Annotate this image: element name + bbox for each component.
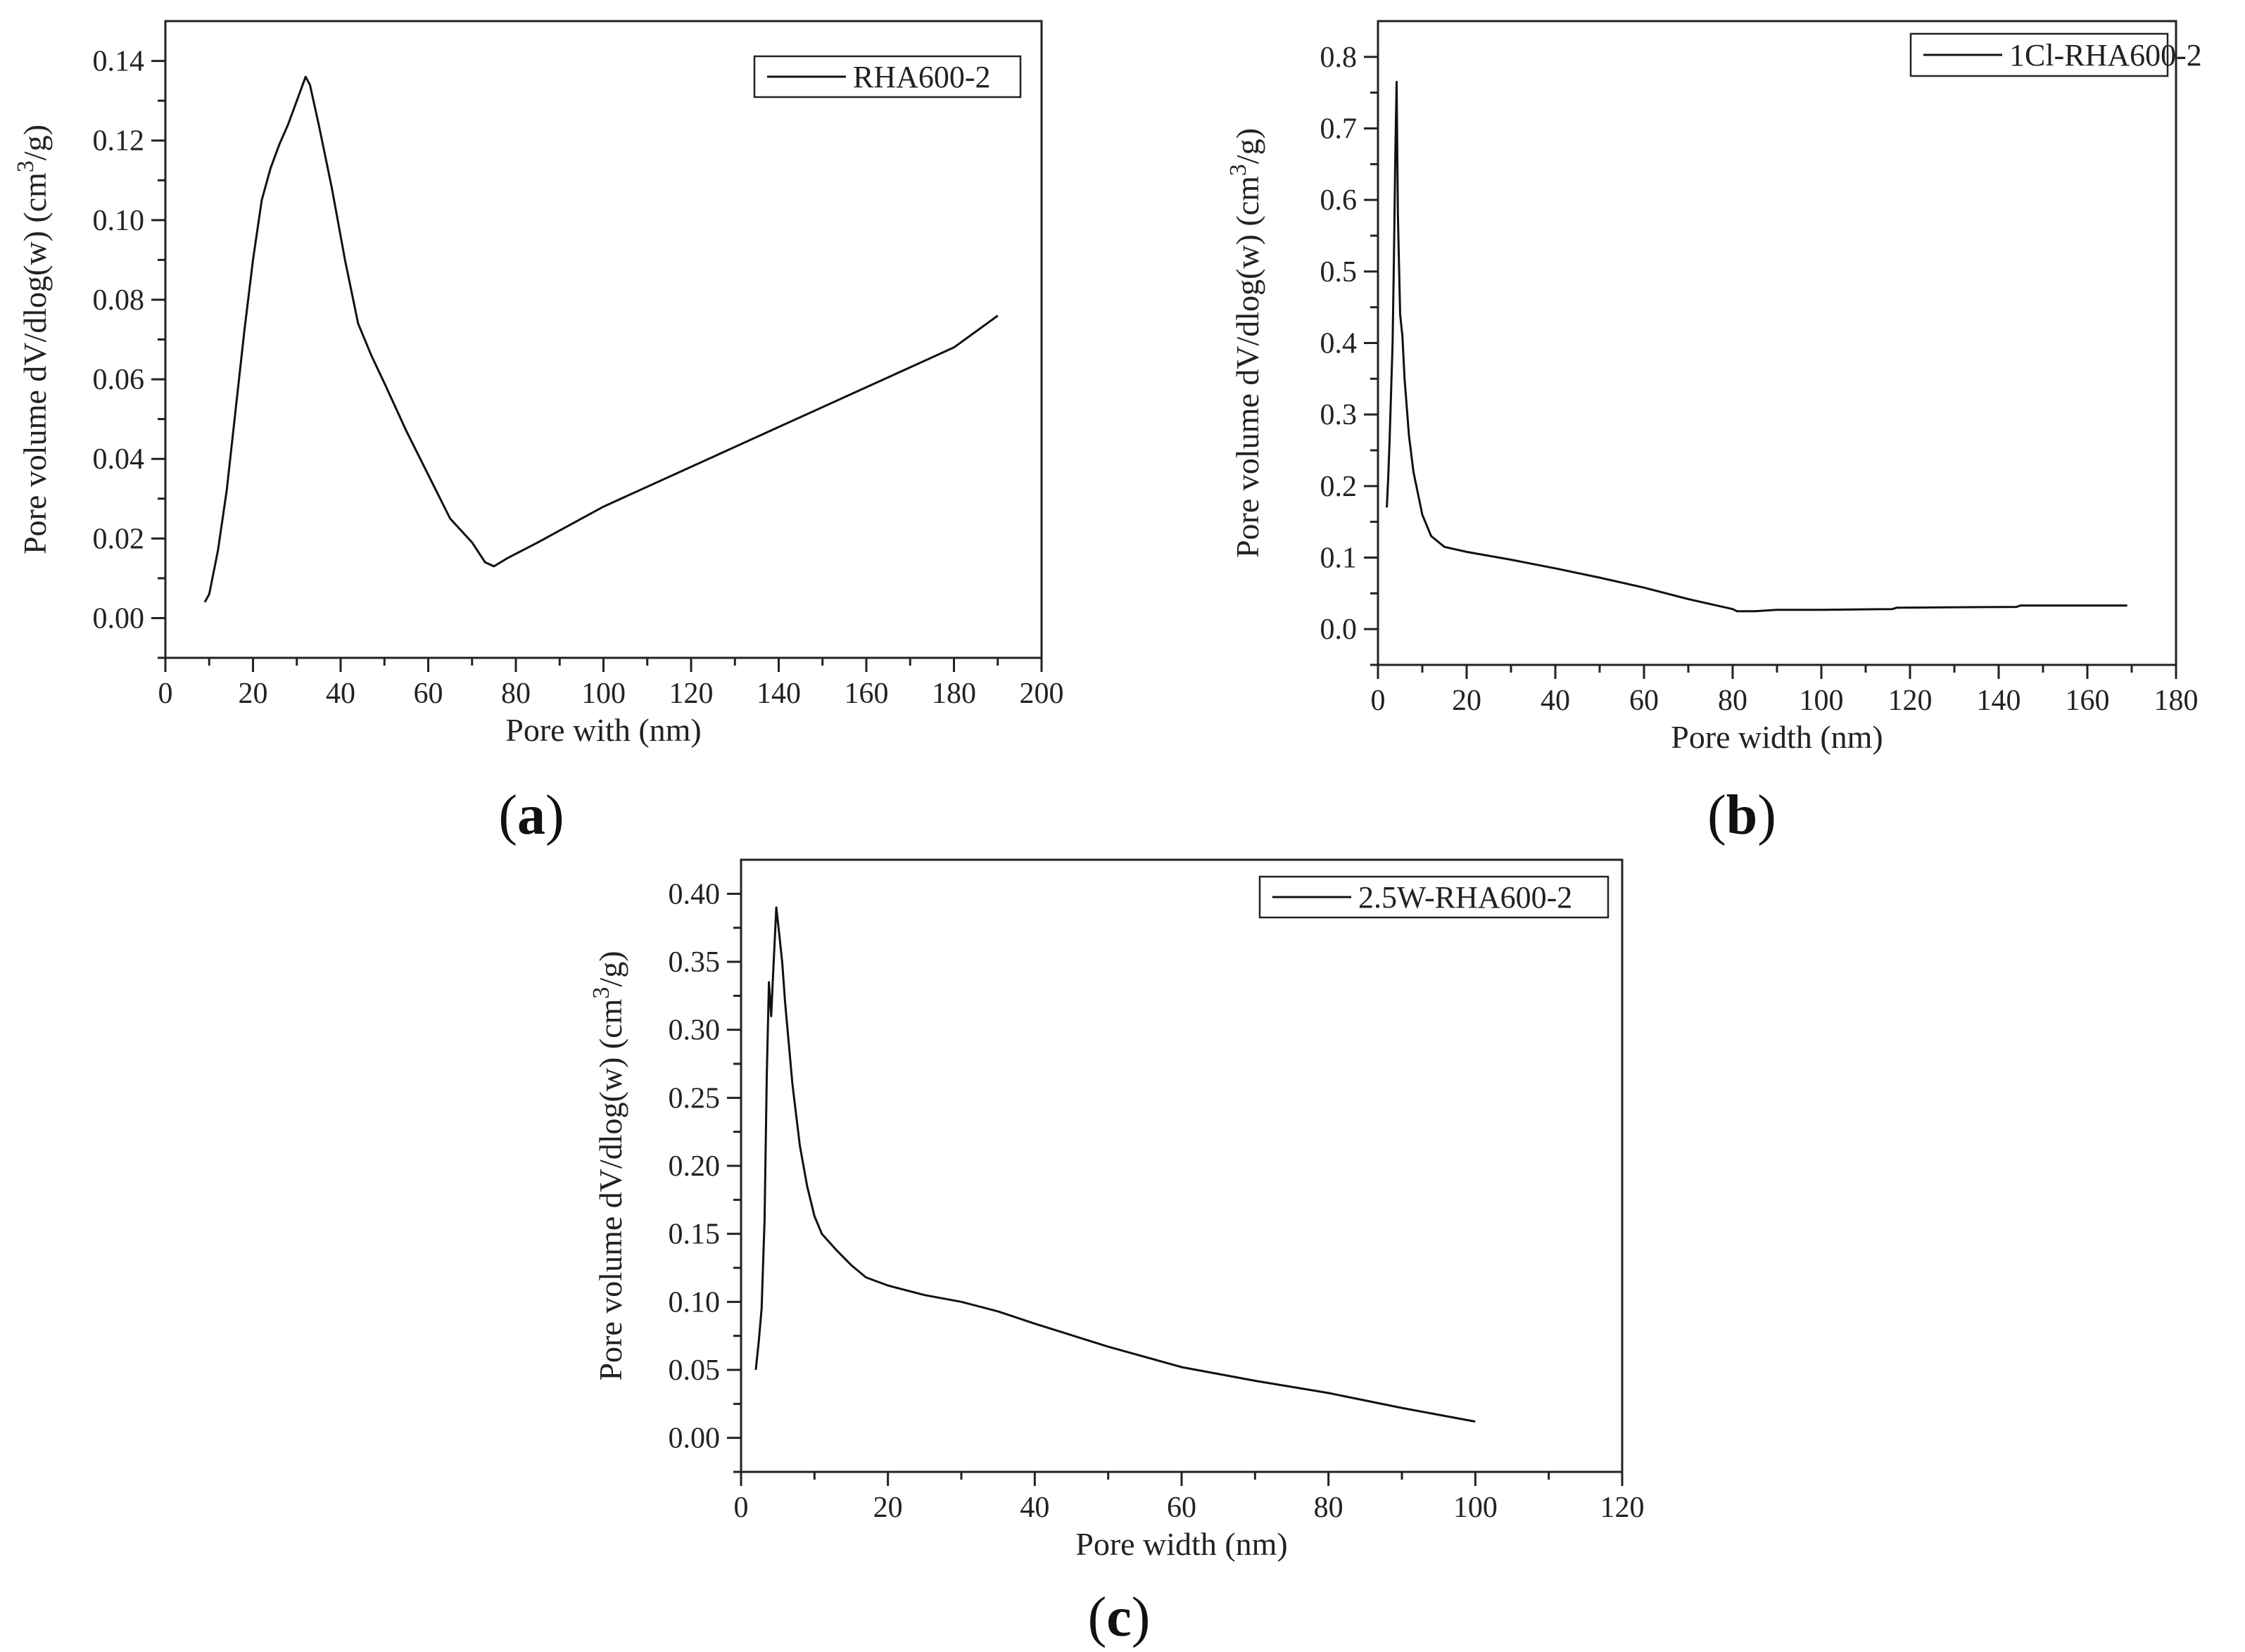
x-tick-label: 160 bbox=[2066, 685, 2110, 717]
x-axis-label: Pore with (nm) bbox=[505, 712, 702, 748]
y-axis-label-main: Pore volume dV/dlog(w) (cm bbox=[1229, 176, 1265, 558]
x-tick-label: 160 bbox=[845, 678, 889, 710]
x-tick-label: 80 bbox=[1718, 685, 1747, 717]
chart-panel-b: 0 20 40 60 80 100 120 140 160 180 0.0 0.1 0.2 0.3 0.4 0… bbox=[1225, 20, 2202, 846]
y-tick-label: 0.1 bbox=[1320, 542, 1358, 575]
series-line bbox=[754, 906, 1476, 1423]
panel-label-letter: b bbox=[1726, 784, 1758, 846]
x-tick-label: 20 bbox=[873, 1492, 903, 1524]
x-axis-label: Pore width (nm) bbox=[1075, 1526, 1288, 1562]
x-tick-label: 140 bbox=[1977, 685, 2021, 717]
x-tick-label: 20 bbox=[1452, 685, 1481, 717]
legend-label: 1Cl-RHA600-2 bbox=[2009, 38, 2202, 72]
x-tick-label: 100 bbox=[581, 678, 626, 710]
x-tick-label: 0 bbox=[158, 678, 173, 710]
chart-panel-c: 0 20 40 60 80 100 120 0.00 0.05 0.10 0.15 0.20 0.25 0… bbox=[588, 858, 1645, 1648]
legend-label: RHA600-2 bbox=[853, 60, 991, 94]
y-tick-label: 0.15 bbox=[669, 1219, 721, 1251]
x-tick-label: 120 bbox=[669, 678, 714, 710]
panel-label-open: ( bbox=[498, 784, 517, 846]
x-tick-label: 200 bbox=[1020, 678, 1064, 710]
y-tick-label: 0.0 bbox=[1320, 614, 1358, 646]
x-tick-label: 80 bbox=[501, 678, 531, 710]
y-tick-label: 0.02 bbox=[93, 523, 145, 555]
y-tick-label: 0.25 bbox=[669, 1082, 721, 1114]
x-axis-label: Pore width (nm) bbox=[1671, 719, 1883, 755]
panel-label: (b) bbox=[1707, 784, 1776, 846]
y-tick-label: 0.7 bbox=[1320, 113, 1358, 146]
legend: RHA600-2 bbox=[753, 55, 1022, 99]
panel-label: (a) bbox=[498, 784, 564, 846]
panel-label-letter: a bbox=[517, 784, 545, 846]
x-tick-label: 40 bbox=[1541, 685, 1570, 717]
y-tick-label: 0.5 bbox=[1320, 256, 1358, 288]
x-tick-label: 0 bbox=[1371, 685, 1386, 717]
y-tick-label: 0.05 bbox=[669, 1354, 721, 1387]
x-tick-label: 60 bbox=[1167, 1492, 1196, 1524]
y-tick-label: 0.40 bbox=[669, 878, 721, 910]
y-axis-label: Pore volume dV/dlog(w) (cm3/g) bbox=[1225, 128, 1265, 558]
y-tick-label: 0.35 bbox=[669, 946, 721, 979]
y-axis-label-tail: /g) bbox=[1229, 128, 1265, 164]
panel-label: (c) bbox=[1088, 1587, 1151, 1648]
y-tick-label: 0.12 bbox=[93, 125, 145, 158]
panel-label-close: ) bbox=[545, 784, 564, 846]
panel-label-open: ( bbox=[1088, 1587, 1107, 1648]
legend: 2.5W-RHA600-2 bbox=[1258, 875, 1610, 919]
y-tick-label: 0.8 bbox=[1320, 42, 1358, 74]
x-tick-label: 20 bbox=[239, 678, 268, 710]
y-tick-label: 0.00 bbox=[93, 602, 145, 635]
plot-frame bbox=[1377, 20, 2177, 666]
legend: 1Cl-RHA600-2 bbox=[1909, 32, 2202, 77]
y-tick-label: 0.06 bbox=[93, 364, 145, 396]
y-tick-label: 0.14 bbox=[93, 46, 145, 78]
x-tick-label: 60 bbox=[1629, 685, 1659, 717]
y-axis-label: Pore volume dV/dlog(w) (cm3/g) bbox=[13, 125, 53, 554]
y-axis-label-tail: /g) bbox=[593, 951, 628, 986]
x-tick-label: 180 bbox=[932, 678, 976, 710]
x-tick-label: 80 bbox=[1314, 1492, 1343, 1524]
x-tick-label: 40 bbox=[1020, 1492, 1049, 1524]
legend-label: 2.5W-RHA600-2 bbox=[1358, 880, 1572, 915]
plot-frame bbox=[740, 858, 1624, 1473]
x-tick-label: 100 bbox=[1800, 685, 1844, 717]
x-tick-label: 120 bbox=[1600, 1492, 1645, 1524]
y-axis-label: Pore volume dV/dlog(w) (cm3/g) bbox=[588, 951, 628, 1380]
y-tick-label: 0.10 bbox=[93, 205, 145, 237]
x-tick-label: 140 bbox=[757, 678, 801, 710]
panel-label-close: ) bbox=[1757, 784, 1776, 846]
y-tick-label: 0.00 bbox=[669, 1423, 721, 1455]
panel-label-letter: c bbox=[1106, 1587, 1132, 1648]
x-tick-label: 60 bbox=[414, 678, 443, 710]
y-tick-label: 0.20 bbox=[669, 1150, 721, 1183]
y-tick-label: 0.6 bbox=[1320, 184, 1358, 217]
panel-label-close: ) bbox=[1132, 1587, 1151, 1648]
chart-panel-a: 0 20 40 60 80 100 120 140 160 180 200 0.00 0.02 0.04 0… bbox=[13, 20, 1064, 846]
x-tick-label: 0 bbox=[734, 1492, 749, 1524]
y-tick-label: 0.08 bbox=[93, 284, 145, 317]
x-tick-label: 180 bbox=[2154, 685, 2199, 717]
y-tick-label: 0.4 bbox=[1320, 328, 1358, 360]
panel-label-open: ( bbox=[1707, 784, 1726, 846]
y-tick-label: 0.2 bbox=[1320, 471, 1358, 503]
y-axis-label-tail: /g) bbox=[17, 125, 53, 160]
y-axis-label-sup: 3 bbox=[588, 987, 614, 999]
x-tick-label: 100 bbox=[1453, 1492, 1498, 1524]
series-line bbox=[203, 75, 999, 603]
y-axis-label-main: Pore volume dV/dlog(w) (cm bbox=[593, 998, 628, 1380]
y-tick-label: 0.30 bbox=[669, 1015, 721, 1047]
x-tick-label: 40 bbox=[326, 678, 355, 710]
y-tick-label: 0.3 bbox=[1320, 399, 1358, 431]
y-tick-label: 0.10 bbox=[669, 1286, 721, 1319]
y-axis-label-main: Pore volume dV/dlog(w) (cm bbox=[17, 172, 53, 554]
series-line bbox=[1386, 80, 2127, 613]
y-axis-label-sup: 3 bbox=[1225, 164, 1251, 176]
y-axis-label-sup: 3 bbox=[13, 160, 39, 172]
y-tick-label: 0.04 bbox=[93, 443, 145, 476]
x-tick-label: 120 bbox=[1888, 685, 1933, 717]
plot-frame bbox=[164, 20, 1043, 659]
